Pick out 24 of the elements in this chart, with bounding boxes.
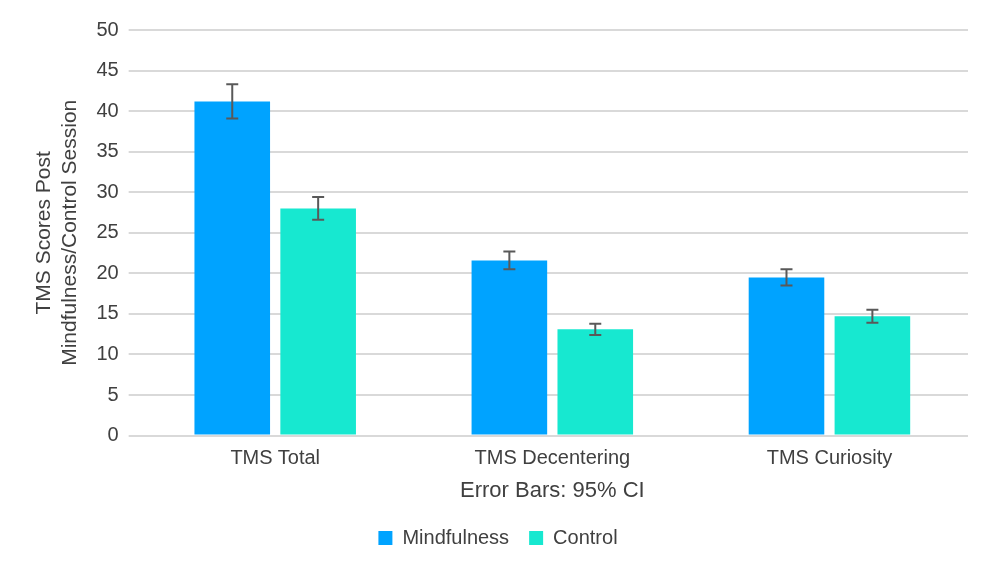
y-tick-label: 40 xyxy=(96,98,119,121)
y-tick-label: 10 xyxy=(96,342,119,364)
bar xyxy=(557,329,634,435)
x-tick-label: TMS Curiosity xyxy=(766,446,893,469)
bar xyxy=(194,101,271,435)
y-axis-title: TMS Scores Post Mindfulness/Control Session xyxy=(31,99,80,366)
legend-label: Control xyxy=(553,525,618,548)
y-tick-label: 35 xyxy=(96,139,119,162)
y-tick-label: 0 xyxy=(107,423,119,446)
x-tick-label: TMS Decentering xyxy=(474,446,631,469)
legend-label: Mindfulness xyxy=(402,525,510,548)
y-tick-label: 15 xyxy=(96,301,119,324)
x-tick-label: TMS Total xyxy=(230,446,321,469)
y-tick-label: 30 xyxy=(96,179,119,202)
y-tick-label: 50 xyxy=(96,17,119,40)
bar xyxy=(471,260,548,435)
y-tick-label: 5 xyxy=(107,382,119,405)
y-tick-label: 45 xyxy=(96,58,119,81)
bar xyxy=(748,277,825,435)
bar xyxy=(280,208,356,435)
bar xyxy=(834,316,911,435)
y-tick-label: 25 xyxy=(96,220,119,243)
x-axis-title: Error Bars: 95% CI xyxy=(460,476,645,502)
y-tick-label: 20 xyxy=(96,260,119,283)
